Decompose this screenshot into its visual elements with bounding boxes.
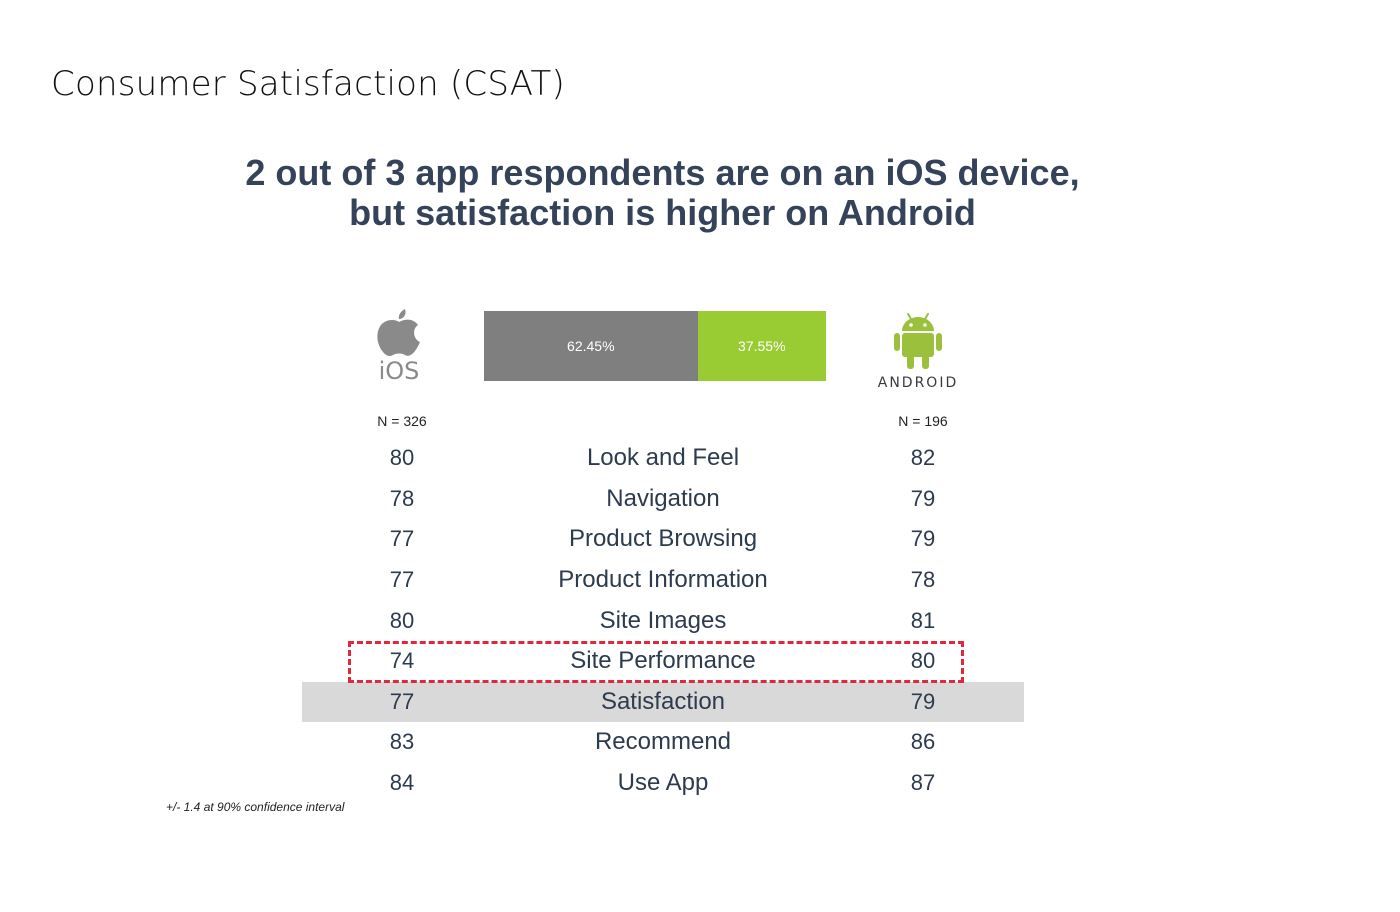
ios-share-label: 62.45% <box>567 338 615 354</box>
metric-label: Product Browsing <box>568 525 758 553</box>
android-score: 81 <box>910 607 936 633</box>
headline: 2 out of 3 app respondents are on an iOS… <box>0 153 1325 233</box>
ios-logo: iOS <box>372 305 426 389</box>
metric-label: Site Images <box>599 606 727 634</box>
table-row: 80 Site Images 81 <box>302 600 1024 641</box>
android-share-label: 37.55% <box>738 338 786 354</box>
ios-score: 77 <box>389 567 415 593</box>
android-robot-icon <box>894 313 942 369</box>
android-score: 82 <box>910 445 936 471</box>
metric-label: Use App <box>617 769 709 797</box>
ios-score: 77 <box>389 688 415 714</box>
ios-score: 80 <box>389 445 415 471</box>
table-row: 83 Recommend 86 <box>302 722 1024 763</box>
confidence-footnote: +/- 1.4 at 90% confidence interval <box>166 800 345 814</box>
android-logo-text: ANDROID <box>877 375 959 391</box>
ios-share-segment: 62.45% <box>484 311 698 381</box>
android-score: 87 <box>910 770 936 796</box>
android-score: 79 <box>910 526 936 552</box>
ios-score: 80 <box>389 607 415 633</box>
android-logo: ANDROID <box>868 312 968 396</box>
metric-label: Product Information <box>558 566 768 594</box>
table-row: 78 Navigation 79 <box>302 479 1024 520</box>
ios-score: 84 <box>389 770 415 796</box>
table-row: 77 Product Browsing 79 <box>302 519 1024 560</box>
android-score: 86 <box>910 729 936 755</box>
android-score: 78 <box>910 567 936 593</box>
table-row: 80 Look and Feel 82 <box>302 438 1024 479</box>
table-row: 77 Product Information 78 <box>302 560 1024 601</box>
table-row: 77 Satisfaction 79 <box>302 681 1024 723</box>
slide-title: Consumer Satisfaction (CSAT) <box>51 64 565 104</box>
metric-label: Satisfaction <box>600 687 726 715</box>
android-score: 79 <box>910 485 936 511</box>
ios-sample-size: N = 326 <box>377 413 427 429</box>
headline-line-1: 2 out of 3 app respondents are on an iOS… <box>245 152 1080 193</box>
apple-icon <box>377 309 420 356</box>
android-score: 80 <box>910 648 936 674</box>
site-performance-callout <box>348 641 964 683</box>
table-row: 84 Use App 87 <box>302 763 1024 804</box>
ios-score: 74 <box>389 648 415 674</box>
android-sample-size: N = 196 <box>898 413 948 429</box>
headline-line-2: but satisfaction is higher on Android <box>349 192 976 233</box>
table-row: 74 Site Performance 80 <box>302 641 1024 682</box>
ios-score: 77 <box>389 526 415 552</box>
csat-comparison-table: 80 Look and Feel 82 78 Navigation 79 77 Product… <box>302 438 1024 803</box>
metric-label: Site Performance <box>570 647 756 675</box>
android-score: 79 <box>910 688 936 714</box>
metric-label: Look and Feel <box>586 444 740 472</box>
ios-score: 83 <box>389 729 415 755</box>
metric-label: Recommend <box>594 728 732 756</box>
ios-logo-text: iOS <box>378 357 420 385</box>
metric-label: Navigation <box>606 484 720 512</box>
ios-score: 78 <box>389 485 415 511</box>
android-share-segment: 37.55% <box>697 311 826 381</box>
device-share-bar: 62.45% 37.55% <box>484 311 826 381</box>
